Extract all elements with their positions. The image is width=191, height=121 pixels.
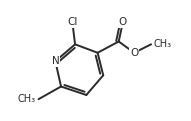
Text: N: N: [52, 56, 59, 66]
Text: O: O: [119, 17, 127, 27]
Text: O: O: [130, 48, 138, 58]
Text: Cl: Cl: [67, 17, 78, 27]
Text: CH₃: CH₃: [154, 39, 172, 49]
Text: CH₃: CH₃: [18, 94, 36, 104]
